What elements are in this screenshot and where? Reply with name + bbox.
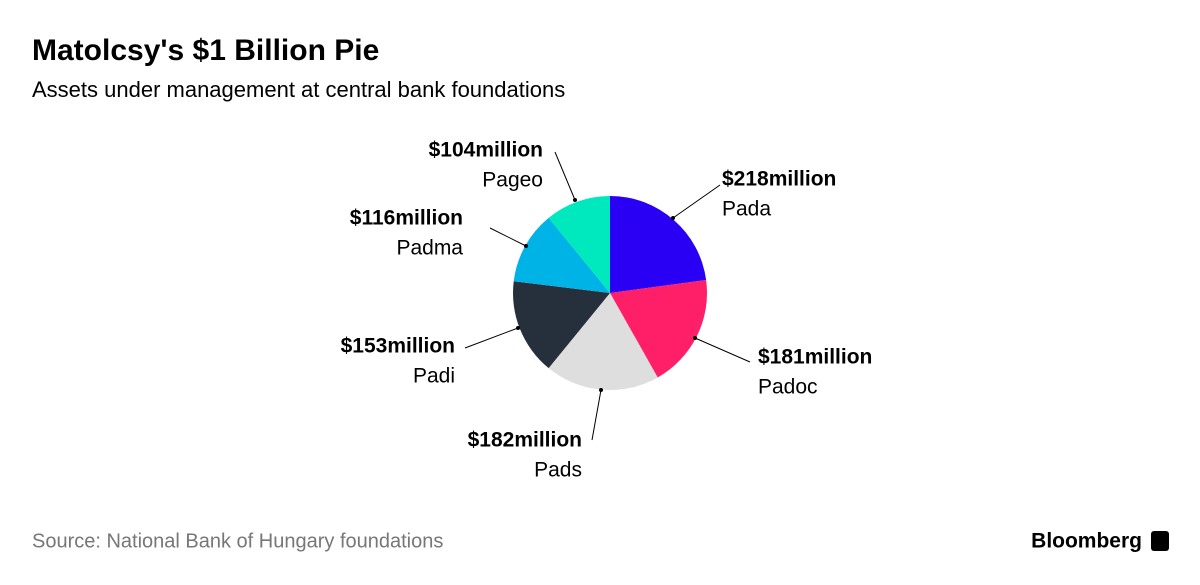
chart-title: Matolcsy's $1 Billion Pie <box>32 34 379 67</box>
leader-line <box>489 227 527 247</box>
pie-slice <box>548 293 658 390</box>
category-label: Pads <box>534 459 582 482</box>
value-label: $181million <box>758 346 872 369</box>
pie-slice <box>610 279 708 378</box>
value-label: $104million <box>429 139 543 162</box>
brand-icon <box>1151 531 1169 551</box>
source: Source: National Bank of Hungary foundat… <box>32 530 443 552</box>
leader-line <box>591 389 602 441</box>
leader-dot <box>573 198 577 202</box>
pie-slice <box>610 196 707 293</box>
leader-line <box>464 327 519 349</box>
leader-dot <box>524 244 528 248</box>
value-label: $116million <box>350 207 463 230</box>
leader-line <box>554 151 576 201</box>
category-label: Pageo <box>482 169 543 192</box>
category-label: Padi <box>413 365 455 388</box>
value-label: $218million <box>722 168 836 191</box>
category-label: Padma <box>396 237 463 260</box>
chart-subtitle: Assets under management at central bank … <box>32 77 565 102</box>
value-label: $153million <box>341 335 455 358</box>
pie-slice <box>513 217 610 293</box>
pie-slice <box>513 281 610 369</box>
leader-line <box>672 184 721 219</box>
leader-dot <box>599 388 603 392</box>
category-label: Pada <box>722 198 771 221</box>
value-label: $182million <box>468 429 582 452</box>
leader-line <box>694 337 751 363</box>
pie-slice <box>548 196 610 293</box>
leader-dot <box>516 326 520 330</box>
category-label: Padoc <box>758 376 818 399</box>
brand: Bloomberg <box>1031 530 1142 553</box>
leader-dot <box>671 216 675 220</box>
leader-dot <box>693 336 697 340</box>
